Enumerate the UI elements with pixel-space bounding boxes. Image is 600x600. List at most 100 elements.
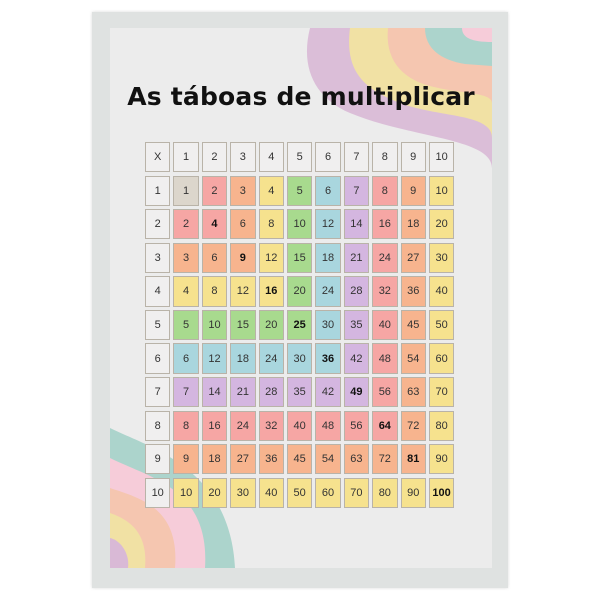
deco-bot-purple xyxy=(110,538,129,568)
multiplication-table: X 1 2 3 4 5 6 7 8 9 10 1 1 2 3 4 5 6 7 8 9 10 2 2 4 6 8 10 12 14 16 18 2… xyxy=(145,142,455,508)
row-header: 8 xyxy=(145,410,171,441)
corner-cell: X xyxy=(145,142,171,173)
product-cell: 80 xyxy=(372,477,398,508)
product-cell: 6 xyxy=(173,343,199,374)
product-cell: 10 xyxy=(428,175,455,206)
product-cell: 42 xyxy=(315,377,341,408)
product-cell: 14 xyxy=(343,209,370,240)
product-cell: 63 xyxy=(343,444,370,475)
product-cell: 45 xyxy=(286,444,313,475)
column-header: 10 xyxy=(428,142,455,173)
product-cell: 27 xyxy=(230,444,256,475)
product-cell: 36 xyxy=(258,444,284,475)
product-cell: 4 xyxy=(258,175,284,206)
product-cell: 32 xyxy=(258,410,284,441)
product-cell: 4 xyxy=(173,276,199,307)
column-header: 8 xyxy=(372,142,398,173)
product-cell: 6 xyxy=(315,175,341,206)
product-cell: 6 xyxy=(230,209,256,240)
product-cell: 35 xyxy=(343,309,370,341)
square-cell: 100 xyxy=(428,477,455,508)
product-cell: 9 xyxy=(173,444,199,475)
product-cell: 24 xyxy=(258,343,284,374)
product-cell: 40 xyxy=(372,309,398,341)
product-cell: 20 xyxy=(201,477,228,508)
product-cell: 40 xyxy=(428,276,455,307)
product-cell: 8 xyxy=(372,175,398,206)
row-header: 10 xyxy=(145,477,171,508)
product-cell: 12 xyxy=(230,276,256,307)
product-cell: 7 xyxy=(343,175,370,206)
column-header: 3 xyxy=(230,142,256,173)
product-cell: 50 xyxy=(286,477,313,508)
product-cell: 30 xyxy=(315,309,341,341)
product-cell: 60 xyxy=(315,477,341,508)
product-cell: 8 xyxy=(258,209,284,240)
product-cell: 16 xyxy=(372,209,398,240)
product-cell: 20 xyxy=(428,209,455,240)
product-cell: 30 xyxy=(428,242,455,273)
product-cell: 54 xyxy=(315,444,341,475)
square-cell: 4 xyxy=(201,209,228,240)
row-header: 7 xyxy=(145,377,171,408)
product-cell: 5 xyxy=(286,175,313,206)
product-cell: 36 xyxy=(400,276,426,307)
product-cell: 8 xyxy=(201,276,228,307)
product-cell: 72 xyxy=(372,444,398,475)
product-cell: 21 xyxy=(343,242,370,273)
product-cell: 15 xyxy=(286,242,313,273)
product-cell: 24 xyxy=(230,410,256,441)
product-cell: 18 xyxy=(400,209,426,240)
product-cell: 90 xyxy=(428,444,455,475)
square-cell: 1 xyxy=(173,175,199,206)
square-cell: 9 xyxy=(230,242,256,273)
product-cell: 48 xyxy=(315,410,341,441)
column-header: 9 xyxy=(400,142,426,173)
product-cell: 70 xyxy=(343,477,370,508)
product-cell: 10 xyxy=(201,309,228,341)
row-header: 5 xyxy=(145,309,171,341)
product-cell: 32 xyxy=(372,276,398,307)
poster: As táboas de multiplicar X 1 2 3 4 5 6 7 8 9 10 1 1 2… xyxy=(110,28,492,568)
product-cell: 63 xyxy=(400,377,426,408)
product-cell: 48 xyxy=(372,343,398,374)
row-header: 1 xyxy=(145,175,171,206)
product-cell: 18 xyxy=(230,343,256,374)
product-cell: 16 xyxy=(201,410,228,441)
product-cell: 20 xyxy=(286,276,313,307)
product-cell: 15 xyxy=(230,309,256,341)
square-cell: 49 xyxy=(343,377,370,408)
product-cell: 35 xyxy=(286,377,313,408)
product-cell: 60 xyxy=(428,343,455,374)
product-cell: 24 xyxy=(372,242,398,273)
product-cell: 12 xyxy=(201,343,228,374)
rainbow-decoration xyxy=(110,28,492,568)
product-cell: 3 xyxy=(173,242,199,273)
product-cell: 72 xyxy=(400,410,426,441)
row-header: 3 xyxy=(145,242,171,273)
product-cell: 24 xyxy=(315,276,341,307)
product-cell: 90 xyxy=(400,477,426,508)
square-cell: 25 xyxy=(286,309,313,341)
product-cell: 54 xyxy=(400,343,426,374)
product-cell: 56 xyxy=(343,410,370,441)
product-cell: 3 xyxy=(230,175,256,206)
product-cell: 30 xyxy=(286,343,313,374)
product-cell: 7 xyxy=(173,377,199,408)
row-header: 4 xyxy=(145,276,171,307)
square-cell: 16 xyxy=(258,276,284,307)
product-cell: 70 xyxy=(428,377,455,408)
column-header: 4 xyxy=(258,142,284,173)
product-cell: 14 xyxy=(201,377,228,408)
page-title: As táboas de multiplicar xyxy=(127,82,475,111)
product-cell: 6 xyxy=(201,242,228,273)
product-cell: 2 xyxy=(201,175,228,206)
product-cell: 18 xyxy=(315,242,341,273)
row-header: 9 xyxy=(145,444,171,475)
product-cell: 8 xyxy=(173,410,199,441)
column-header: 6 xyxy=(315,142,341,173)
column-header: 2 xyxy=(201,142,228,173)
product-cell: 12 xyxy=(258,242,284,273)
product-cell: 28 xyxy=(343,276,370,307)
square-cell: 36 xyxy=(315,343,341,374)
